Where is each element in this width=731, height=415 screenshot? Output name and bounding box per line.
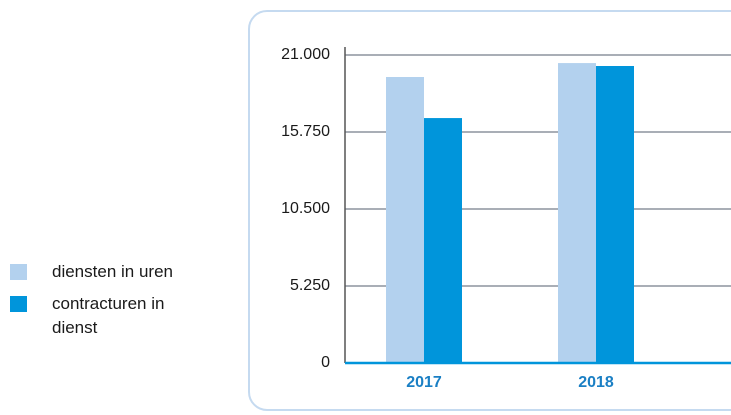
- legend-swatch: [10, 296, 27, 312]
- legend-label: diensten in uren: [52, 262, 173, 281]
- y-tick-label: 10.500: [281, 200, 330, 217]
- bar: [596, 66, 634, 363]
- x-tick-label: 2017: [406, 374, 442, 391]
- bar: [424, 118, 462, 363]
- bar: [386, 77, 424, 363]
- y-tick-label: 0: [321, 354, 330, 371]
- x-tick-label: 2018: [578, 374, 614, 391]
- legend-item: contracturen in dienst: [10, 292, 182, 340]
- chart-frame: [248, 10, 731, 411]
- y-tick-label: 5.250: [290, 277, 330, 294]
- y-tick-label: 15.750: [281, 123, 330, 140]
- legend: diensten in uren contracturen in dienst: [10, 260, 182, 348]
- bar: [558, 63, 596, 364]
- legend-item: diensten in uren: [10, 260, 182, 284]
- y-tick-label: 21.000: [281, 46, 330, 63]
- legend-label: contracturen in dienst: [52, 294, 165, 337]
- legend-swatch: [10, 264, 27, 280]
